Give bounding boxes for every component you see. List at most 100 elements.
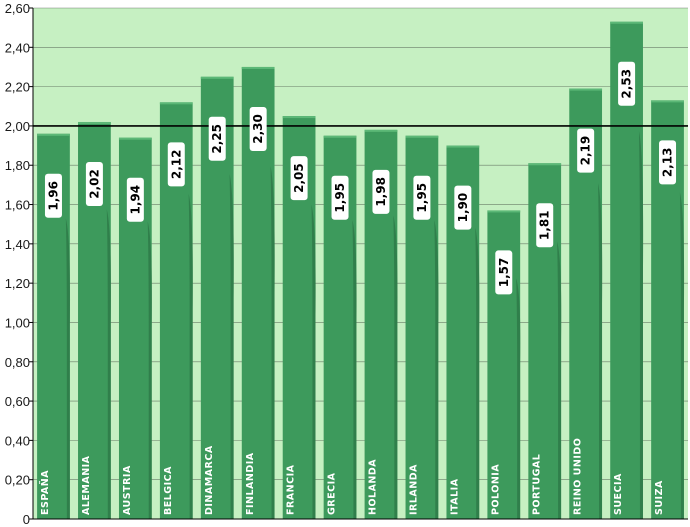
bar-top-edge	[610, 21, 643, 24]
category-label: POLONIA	[490, 464, 501, 515]
y-tick-label: 1,60	[5, 198, 30, 213]
value-label: 2,12	[169, 150, 183, 180]
value-label-box	[167, 142, 185, 187]
bar-top-edge	[528, 163, 562, 166]
category-label: SUECIA	[613, 473, 624, 515]
value-label: 1,90	[456, 193, 470, 223]
bar-sheen	[352, 220, 357, 519]
y-tick-label: 2,40	[5, 40, 30, 55]
bar-sheen	[679, 192, 685, 519]
bar-sheen	[516, 278, 521, 519]
value-label: 1,96	[46, 181, 60, 211]
bar-top-edge	[487, 210, 521, 213]
bar-sheen	[598, 183, 603, 519]
y-tick-label: 1,20	[5, 276, 30, 291]
value-label: 1,95	[415, 183, 429, 213]
bar-top-edge	[241, 66, 275, 69]
category-label: GRECIA	[327, 472, 338, 515]
value-label-box	[495, 250, 513, 295]
value-label: 2,53	[620, 69, 634, 99]
bar-sheen	[188, 194, 193, 520]
bar-top-edge	[569, 88, 603, 91]
value-label-box	[208, 116, 226, 161]
bar-sheen	[147, 221, 152, 519]
category-label: ALEMANIA	[81, 455, 92, 515]
value-label: 2,19	[579, 136, 593, 166]
bar-top-edge	[118, 137, 152, 140]
value-label: 1,98	[374, 177, 388, 207]
value-label-box	[372, 169, 390, 214]
bar-sheen	[229, 174, 234, 519]
bar-sheen	[65, 218, 71, 520]
category-label: HOLANDA	[368, 459, 379, 515]
category-label: ESPAÑA	[40, 470, 51, 515]
value-label-box	[413, 175, 431, 220]
value-label-box	[659, 140, 677, 185]
value-label: 2,13	[661, 148, 675, 178]
y-tick-label: 0,60	[5, 394, 30, 409]
value-label: 1,57	[497, 258, 511, 288]
category-labels: ESPAÑA ALEMANIA AUSTRIA BELGICA DINAMARCA FIN…	[40, 438, 665, 515]
bar-sheen	[270, 166, 275, 519]
bar-sheen	[311, 204, 316, 519]
category-label: FINLANDIA	[245, 452, 256, 515]
bar-sheen	[557, 241, 562, 520]
y-tick-label: 1,40	[5, 237, 30, 252]
category-label: BELGICA	[163, 466, 174, 515]
bar-top-edge	[364, 129, 398, 132]
value-label-box	[85, 161, 103, 206]
category-label: AUSTRIA	[122, 465, 133, 515]
y-axis-ticks: 0 0,20 0,40 0,60 0,80 1,00 1,20 1,40 1,60 1,80 2,0…	[5, 1, 33, 527]
bar-sheen	[393, 215, 398, 519]
bar-top-edge	[405, 135, 439, 138]
y-tick-label: 0,40	[5, 433, 30, 448]
y-tick-label: 0,80	[5, 355, 30, 370]
value-label: 2,25	[210, 124, 224, 154]
value-label-box	[577, 128, 595, 173]
bar-top-edge	[200, 76, 234, 79]
value-label-box	[44, 173, 62, 218]
bar-top-edge	[282, 116, 316, 119]
value-label-box	[536, 203, 554, 248]
bar-top-edge	[78, 121, 111, 124]
y-tick-label: 2,00	[5, 119, 30, 134]
y-tick-label: 1,80	[5, 158, 30, 173]
bar-top-edge	[159, 102, 193, 105]
category-label: PORTUGAL	[531, 454, 542, 515]
bar-top-edge	[446, 145, 480, 148]
y-tick-label: 0,20	[5, 473, 30, 488]
bar-sheen	[434, 220, 439, 519]
bar-top-edge	[37, 133, 70, 136]
bar-top-edge	[651, 100, 684, 103]
value-label: 1,95	[333, 183, 347, 213]
y-tick-label: 2,20	[5, 80, 30, 95]
value-label: 2,02	[87, 169, 101, 199]
value-label-box	[454, 185, 472, 230]
value-label-box	[618, 61, 636, 106]
value-label: 1,81	[538, 210, 552, 240]
bar-sheen	[106, 209, 111, 520]
category-label: ITALIA	[449, 478, 460, 515]
y-tick-label: 0	[23, 512, 30, 527]
category-label: IRLANDA	[409, 464, 420, 515]
category-label: SUIZA	[654, 480, 665, 515]
bar-sheen	[638, 131, 644, 519]
bar-top-edge	[323, 135, 357, 138]
bar-sheen	[475, 227, 480, 520]
value-label-box	[126, 177, 144, 222]
value-label: 2,05	[292, 163, 306, 193]
category-label: FRANCIA	[286, 464, 297, 515]
category-label: DINAMARCA	[204, 445, 215, 515]
value-label-box	[331, 175, 349, 220]
bars	[37, 21, 685, 520]
value-label-box	[249, 106, 267, 151]
value-label: 1,94	[128, 185, 142, 215]
value-labels: 1,96 2,02 1,94 2,12 2,25 2,30 2,05 1,95 1,98 1,95…	[44, 61, 677, 295]
y-tick-label: 1,00	[5, 315, 30, 330]
category-label: REINO UNIDO	[572, 438, 583, 515]
y-tick-label: 2,60	[5, 1, 30, 16]
value-label-box	[290, 156, 308, 201]
value-label: 2,30	[251, 114, 265, 144]
